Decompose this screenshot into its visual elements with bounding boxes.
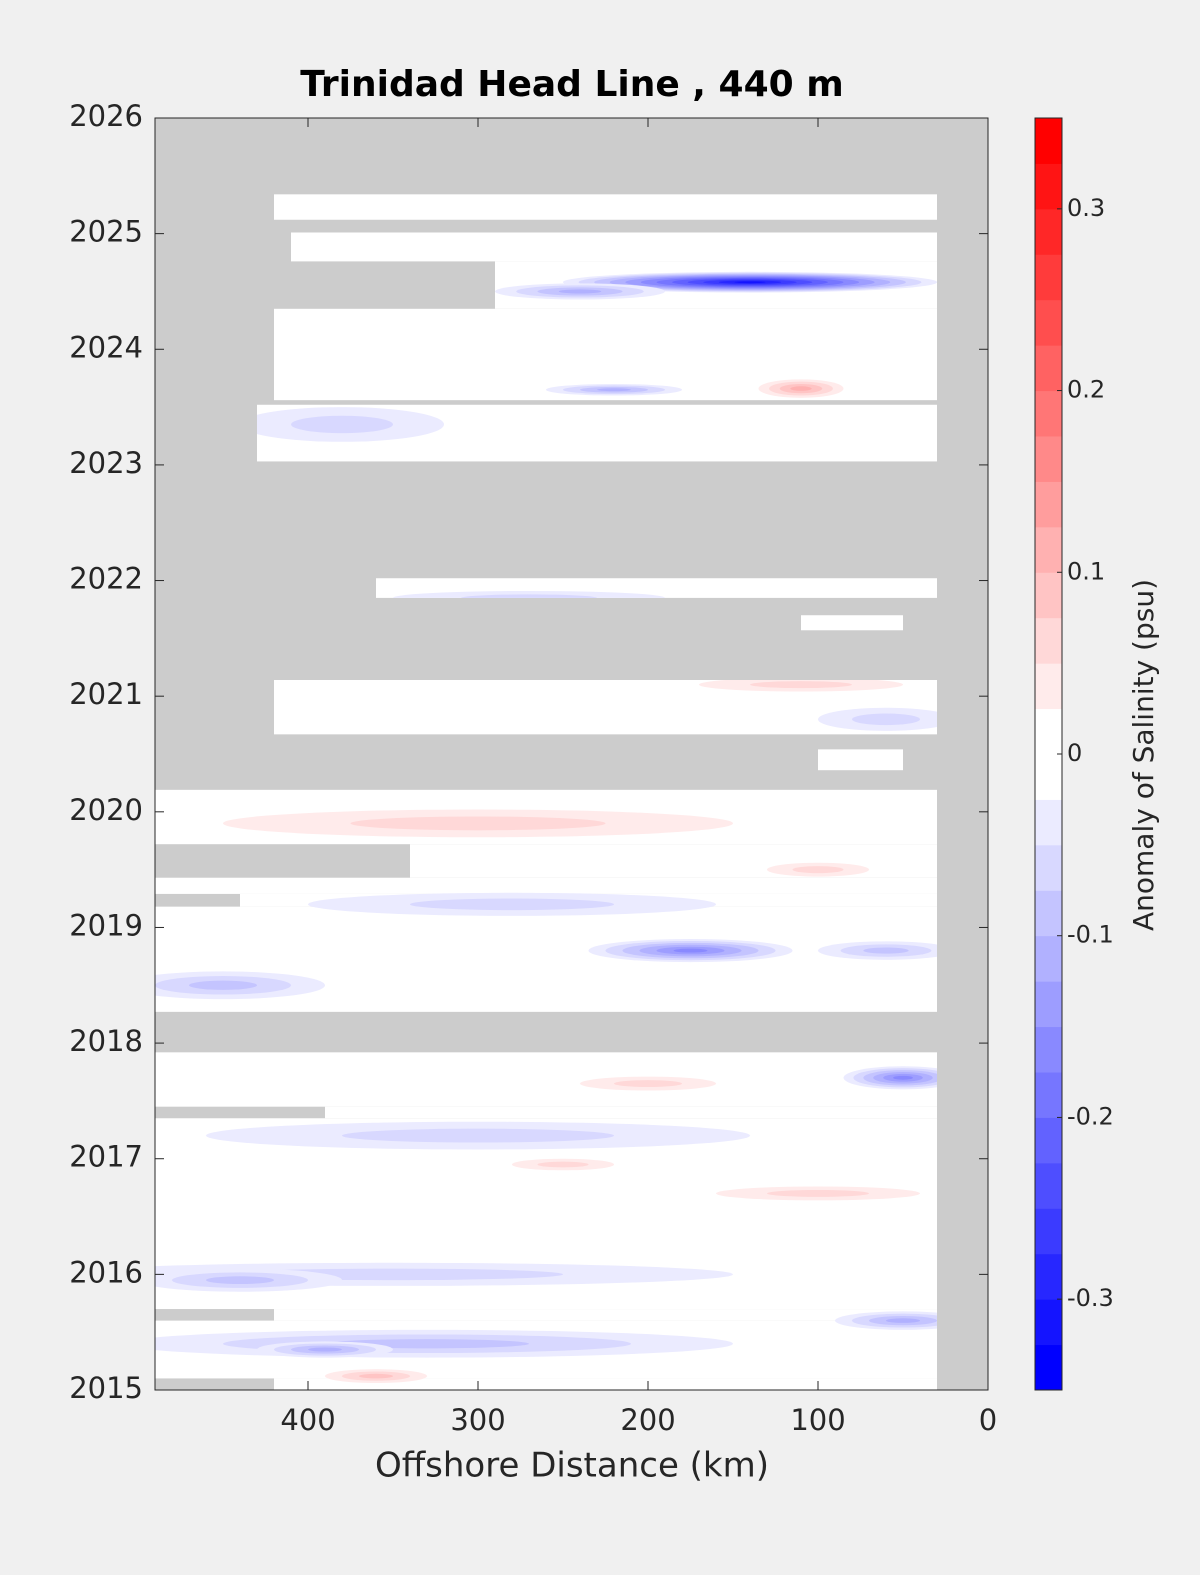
colorbar-band	[1035, 299, 1062, 346]
colorbar-band	[1035, 1344, 1062, 1391]
colorbar-tick-label: 0.1	[1067, 557, 1105, 585]
anomaly-contour	[189, 980, 257, 990]
data-coverage	[818, 749, 903, 771]
y-tick-label: 2026	[69, 99, 143, 133]
data-coverage	[274, 194, 937, 220]
colorbar-label: Anomaly of Salinity (psu)	[1127, 579, 1160, 931]
data-coverage	[155, 1052, 937, 1107]
colorbar-band	[1035, 935, 1062, 982]
y-tick-label: 2025	[69, 215, 143, 249]
data-coverage	[274, 1378, 937, 1390]
anomaly-contour	[852, 713, 920, 726]
y-tick-label: 2017	[69, 1140, 143, 1174]
colorbar-band	[1035, 890, 1062, 937]
anomaly-contour	[597, 388, 631, 392]
y-tick-label: 2016	[69, 1255, 143, 1289]
data-coverage	[291, 232, 937, 262]
colorbar-band	[1035, 1072, 1062, 1118]
anomaly-contour	[206, 1276, 274, 1285]
colorbar-band	[1035, 708, 1062, 755]
anomaly-contour	[308, 1347, 342, 1352]
colorbar-band	[1035, 799, 1062, 846]
colorbar-band	[1035, 1253, 1062, 1300]
colorbar-band	[1035, 345, 1062, 392]
anomaly-contour	[291, 415, 393, 434]
y-tick-label: 2024	[69, 330, 143, 364]
colorbar-band	[1035, 981, 1062, 1028]
colorbar-tick-label: 0.3	[1067, 194, 1105, 222]
colorbar-band	[1035, 208, 1062, 255]
colorbar-band	[1035, 844, 1062, 891]
data-coverage	[801, 615, 903, 631]
colorbar-band	[1035, 663, 1062, 710]
colorbar-band	[1035, 118, 1062, 164]
colorbar-band	[1035, 1208, 1062, 1255]
colorbar-tick-label: -0.1	[1067, 921, 1114, 949]
y-tick-label: 2019	[69, 908, 143, 942]
colorbar-tick-label: -0.3	[1067, 1284, 1114, 1312]
y-tick-label: 2015	[69, 1371, 143, 1405]
anomaly-contour	[886, 1318, 920, 1323]
anomaly-contour	[790, 386, 812, 391]
anomaly-contour	[410, 898, 614, 911]
x-tick-label: 100	[790, 1403, 845, 1437]
anomaly-contour	[614, 1080, 682, 1088]
anomaly-contour	[537, 1161, 589, 1168]
chart-title: Trinidad Head Line , 440 m	[300, 64, 843, 105]
data-coverage	[325, 1106, 937, 1119]
plot-frame	[154, 117, 989, 1391]
x-axis-label: Offshore Distance (km)	[375, 1446, 769, 1486]
x-tick-label: 400	[280, 1403, 335, 1437]
anomaly-contour	[734, 281, 766, 284]
y-tick-label: 2018	[69, 1024, 143, 1058]
y-tick-label: 2022	[69, 562, 143, 596]
y-tick-label: 2023	[69, 446, 143, 480]
anomaly-contour	[673, 948, 708, 953]
anomaly-contour	[767, 1189, 869, 1197]
colorbar-band	[1035, 572, 1062, 619]
anomaly-contour	[750, 681, 852, 689]
anomaly-contour	[863, 947, 909, 954]
anomaly-contour	[350, 816, 606, 831]
colorbar-band	[1035, 163, 1062, 210]
colorbar-band	[1035, 526, 1062, 573]
colorbar-band	[1035, 617, 1062, 664]
x-tick-label: 0	[979, 1403, 997, 1437]
colorbar-band	[1035, 754, 1062, 800]
data-coverage	[155, 877, 937, 894]
y-tick-label: 2020	[69, 793, 143, 827]
colorbar-band	[1035, 1162, 1062, 1209]
anomaly-contour	[359, 1373, 393, 1379]
colorbar-tick-label: 0	[1067, 739, 1082, 767]
colorbar-tick-label: 0.2	[1067, 376, 1105, 404]
colorbar-band	[1035, 1026, 1062, 1073]
colorbar-band	[1035, 481, 1062, 528]
colorbar-band	[1035, 436, 1062, 482]
data-coverage	[274, 1309, 937, 1321]
anomaly-contour	[893, 1075, 913, 1080]
y-tick-label: 2021	[69, 677, 143, 711]
anomaly-contour	[792, 866, 844, 874]
colorbar-band	[1035, 1299, 1062, 1346]
x-tick-label: 200	[620, 1403, 675, 1437]
colorbar-band	[1035, 390, 1062, 437]
colorbar-band	[1035, 254, 1062, 301]
anomaly-contour	[558, 289, 602, 294]
colorbar-band	[1035, 1117, 1062, 1164]
anomaly-contour	[342, 1128, 614, 1143]
colorbar-tick-label: -0.2	[1067, 1102, 1114, 1130]
x-tick-label: 300	[450, 1403, 505, 1437]
anomaly-layer	[155, 271, 937, 1384]
